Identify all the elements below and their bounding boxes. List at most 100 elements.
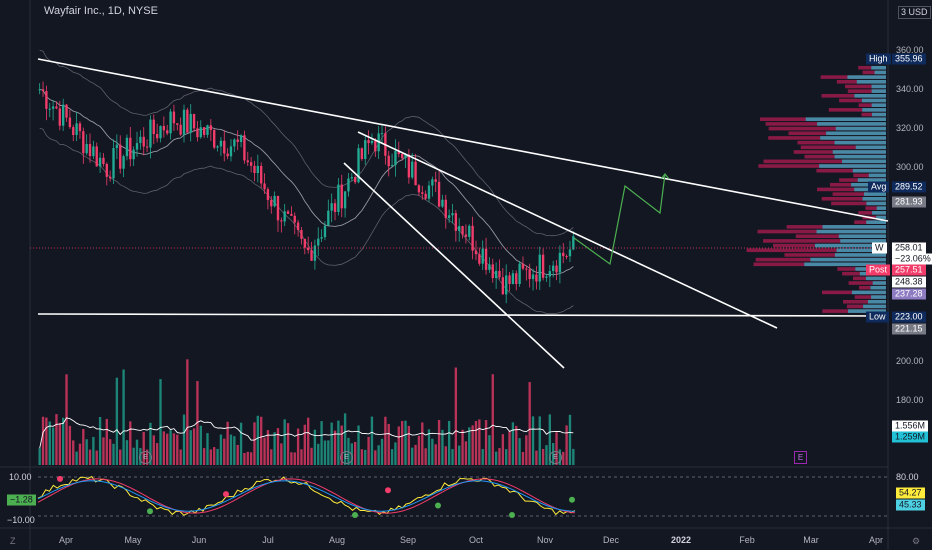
volume-profile-bar [870, 285, 886, 290]
volume-bar [256, 415, 260, 465]
volume-bar [296, 428, 300, 465]
candle-body [364, 140, 367, 159]
zoom-icon[interactable]: Z [10, 536, 16, 546]
candle-body [189, 113, 192, 133]
ma2-value-tag: 237.28 [892, 288, 926, 300]
candle-body [525, 268, 528, 270]
volume-bar [370, 416, 374, 465]
high-label: High [866, 53, 891, 65]
candle-body [565, 256, 568, 258]
candle-body [357, 148, 360, 183]
volume-profile-bar [763, 159, 886, 164]
volume-profile-bar [856, 79, 886, 84]
earnings-badge[interactable]: E [340, 451, 353, 464]
settings-gear-icon[interactable]: ⚙ [912, 536, 921, 546]
volume-bar [92, 436, 95, 465]
ma1-value-tag: 248.38 [892, 276, 926, 288]
volume-bar [515, 425, 518, 465]
candle-body [219, 140, 223, 147]
volume-profile-bar [841, 159, 886, 164]
volume-profile-bar [826, 131, 886, 136]
candle-body [209, 125, 213, 131]
candle-body [447, 215, 451, 218]
earnings-badge[interactable]: E [139, 451, 152, 464]
candle-body [498, 270, 501, 278]
volume-profile-bar [817, 122, 886, 126]
candle-body [149, 119, 152, 148]
candle-body [552, 265, 555, 272]
time-label: Sep [399, 535, 417, 545]
volume-bar [380, 438, 384, 465]
volume-bar [461, 429, 464, 465]
candle-body [243, 135, 246, 161]
volume-bar [159, 379, 162, 465]
volume-bar [333, 430, 337, 465]
volume-bar [417, 435, 421, 465]
candle-body [290, 213, 293, 216]
volume-profile-bar [840, 239, 886, 243]
candle-body [481, 248, 484, 264]
symbol-title[interactable]: Wayfair Inc., 1D, NYSE [44, 5, 158, 17]
candle-body [320, 237, 323, 239]
volume-profile-bar [832, 192, 886, 196]
avg-label: Avg [868, 181, 890, 193]
candle-body [350, 177, 353, 179]
volume-bar [521, 451, 525, 465]
volume-bar [172, 433, 176, 465]
time-label: Jun [191, 535, 207, 545]
volume-profile-bar [835, 126, 886, 131]
candle-body [330, 203, 333, 211]
price-tick: 360.00 [896, 45, 924, 55]
oscillator-k-line [37, 475, 576, 516]
volume-bar [568, 414, 572, 465]
earnings-badge[interactable]: E [549, 451, 562, 464]
volume-bar [192, 428, 196, 465]
candle-body [233, 139, 236, 147]
candle-body [484, 248, 488, 270]
candle-body [75, 123, 78, 135]
volume-bar [249, 452, 253, 465]
volume-bar [353, 441, 357, 465]
candle-body [340, 184, 343, 209]
volume-bar [112, 443, 115, 465]
candle-body [562, 252, 565, 257]
volume-bar [213, 447, 216, 465]
volume-bar [65, 374, 68, 465]
volume-bar [343, 413, 347, 465]
candle-body [374, 140, 377, 152]
volume-bar [464, 441, 468, 465]
time-label: Apr [58, 535, 74, 545]
candle-body [155, 134, 159, 139]
volume-bar [270, 449, 273, 465]
volume-bar [531, 416, 535, 465]
volume-profile-bar [834, 253, 886, 257]
price-tick: 320.00 [896, 123, 924, 133]
price-tick: 180.00 [896, 395, 924, 405]
volume-bar [223, 438, 226, 465]
volume-profile-bar [876, 215, 886, 220]
volume-bar [501, 434, 505, 465]
last-price-tag: 258.01 [892, 242, 926, 254]
volume-bar [511, 422, 515, 465]
candle-body [327, 210, 330, 226]
candle-body [239, 135, 243, 142]
candle-body [380, 133, 384, 135]
candle-body [303, 238, 306, 248]
volume-bar [310, 447, 313, 465]
candle-body [179, 124, 182, 135]
symbol-badge: W [872, 242, 887, 254]
volume-bar [132, 447, 135, 465]
volume-bar [119, 449, 122, 465]
candle-body [276, 195, 280, 221]
volume-bar [273, 432, 276, 465]
volume-profile-bar [863, 192, 886, 196]
volume-bar [444, 446, 447, 465]
volume-bar [454, 367, 458, 465]
upcoming-earnings-badge[interactable]: E [794, 451, 807, 464]
volume-bar [206, 433, 209, 465]
currency-selector[interactable]: 3 USD [898, 6, 931, 19]
candle-body [461, 226, 464, 235]
volume-profile-bar [851, 290, 886, 295]
volume-profile-bar [865, 206, 886, 210]
